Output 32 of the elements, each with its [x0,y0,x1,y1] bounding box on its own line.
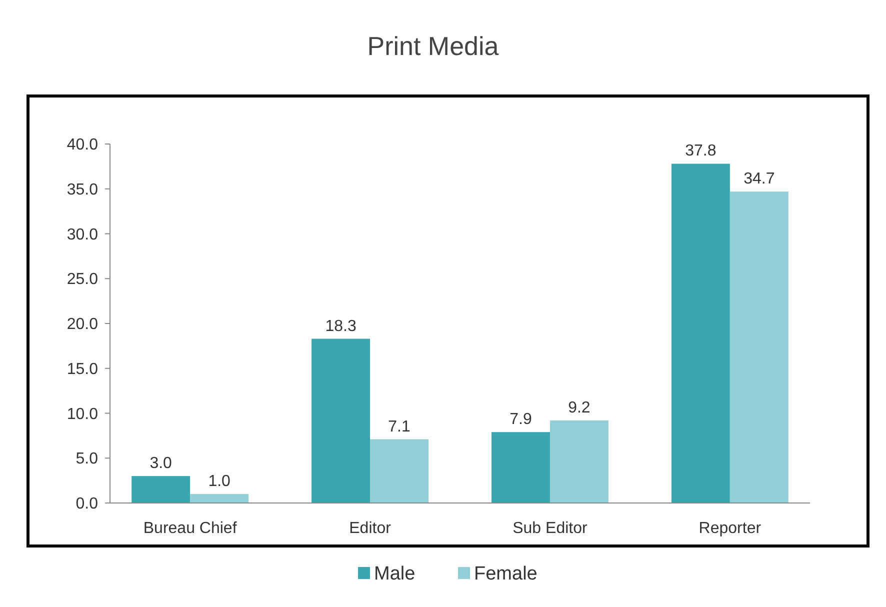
bar [312,338,370,503]
bar [190,494,249,503]
y-tick-label: 15.0 [66,360,98,378]
data-label: 3.0 [150,455,172,472]
x-tick-label: Editor [349,520,392,537]
bar [370,439,429,503]
legend-label: Male [374,564,416,585]
legend-label: Female [474,564,538,585]
bar [132,476,190,503]
bar [550,420,608,503]
y-tick-label: 25.0 [66,271,98,288]
data-label: 1.0 [208,473,231,490]
y-tick-label: 20.0 [66,316,98,334]
data-label: 37.8 [685,142,716,160]
x-tick-label: Sub Editor [512,520,588,537]
data-label: 9.2 [568,399,590,416]
y-tick-label: 30.0 [66,226,98,244]
y-tick-label: 0.0 [76,496,98,513]
y-tick-label: 40.0 [66,136,98,154]
bar [491,432,550,503]
y-tick-label: 5.0 [76,450,98,468]
x-tick-label: Bureau Chief [143,520,238,537]
data-label: 7.1 [388,418,410,436]
y-tick-label: 10.0 [66,406,98,423]
y-tick-label: 35.0 [66,181,98,198]
data-label: 7.9 [510,411,532,428]
data-label: 18.3 [325,318,356,335]
data-label: 34.7 [744,170,775,188]
x-tick-label: Reporter [698,520,762,537]
chart-title: Print Media [367,31,500,61]
bar [730,192,788,503]
bar [671,164,730,503]
